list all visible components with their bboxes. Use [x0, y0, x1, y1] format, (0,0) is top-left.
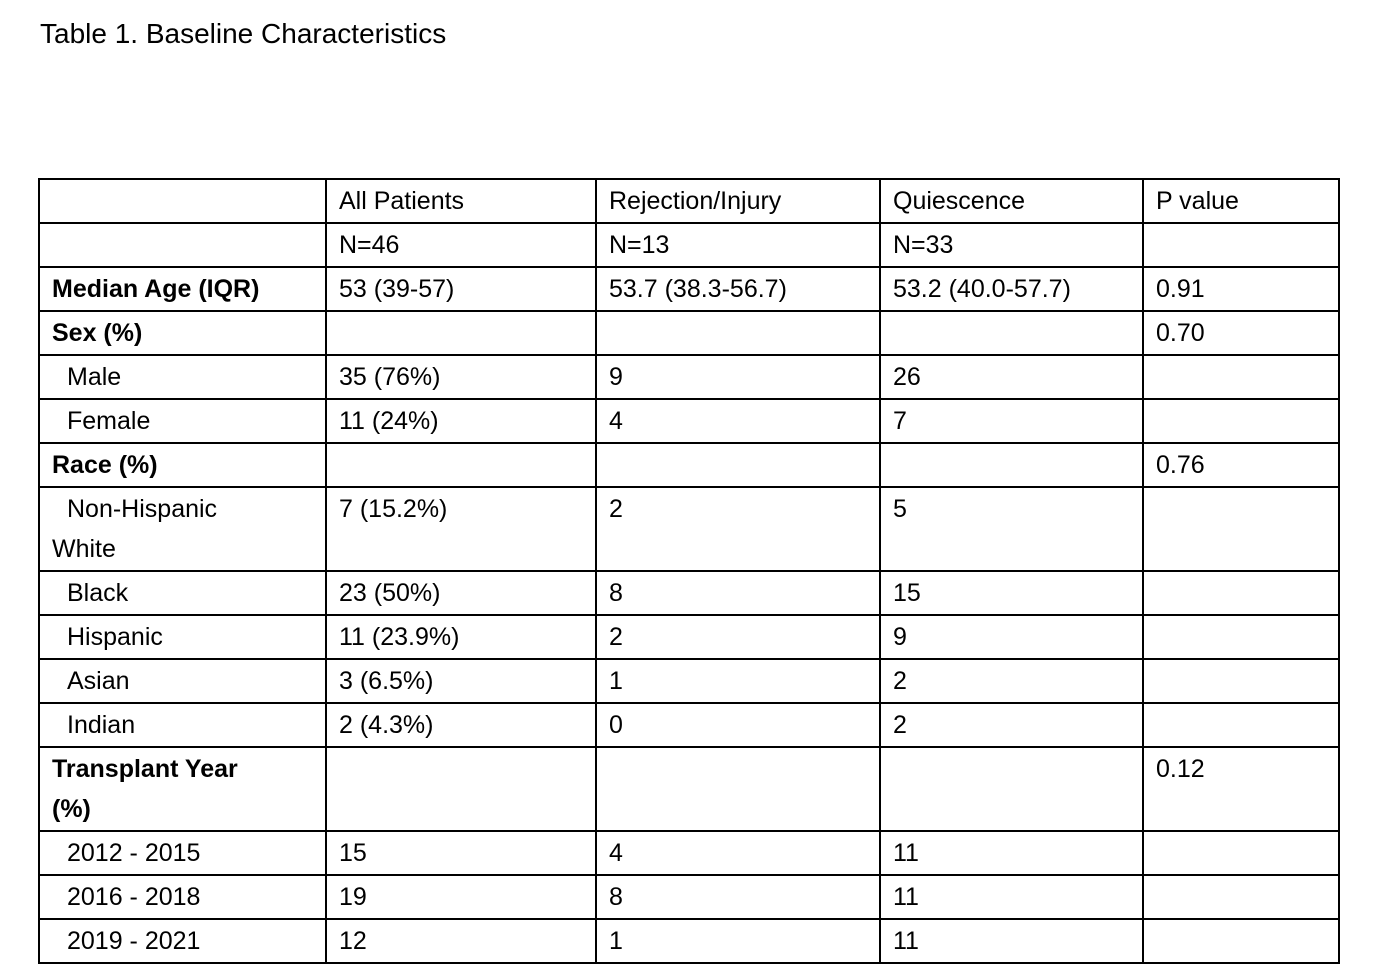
- cell-rejection-injury: [595, 442, 881, 488]
- cell-rejection-injury: 0: [595, 702, 881, 748]
- cell-p-value: [1142, 658, 1340, 704]
- row-label: 2019 - 2021: [38, 918, 327, 964]
- table-row: Median Age (IQR) 53 (39-57) 53.7 (38.3-5…: [38, 266, 1340, 312]
- cell-p-value: [1142, 830, 1340, 876]
- row-label: Race (%): [38, 442, 327, 488]
- cell-all-patients: 12: [325, 918, 597, 964]
- cell-p-value: 0.70: [1142, 310, 1340, 356]
- cell-all-patients: 7 (15.2%): [325, 486, 597, 572]
- row-label: Black: [38, 570, 327, 616]
- subheader-n-quiescence: N=33: [879, 222, 1144, 268]
- cell-rejection-injury: 1: [595, 918, 881, 964]
- cell-rejection-injury: [595, 746, 881, 832]
- cell-all-patients: 15: [325, 830, 597, 876]
- cell-rejection-injury: 8: [595, 874, 881, 920]
- cell-quiescence: 7: [879, 398, 1144, 444]
- cell-p-value: 0.91: [1142, 266, 1340, 312]
- row-label: Transplant Year (%): [38, 746, 327, 832]
- table-header-row: All Patients Rejection/Injury Quiescence…: [38, 178, 1340, 224]
- table-title: Table 1. Baseline Characteristics: [40, 18, 447, 49]
- row-label: 2016 - 2018: [38, 874, 327, 920]
- row-label: Female: [38, 398, 327, 444]
- header-rejection-injury: Rejection/Injury: [595, 178, 881, 224]
- header-quiescence: Quiescence: [879, 178, 1144, 224]
- subheader-blank-p: [1142, 222, 1340, 268]
- cell-all-patients: 19: [325, 874, 597, 920]
- cell-all-patients: [325, 442, 597, 488]
- cell-rejection-injury: 9: [595, 354, 881, 400]
- cell-all-patients: [325, 746, 597, 832]
- cell-rejection-injury: 8: [595, 570, 881, 616]
- cell-all-patients: 35 (76%): [325, 354, 597, 400]
- cell-p-value: [1142, 702, 1340, 748]
- table-row: Sex (%) 0.70: [38, 310, 1340, 356]
- subheader-n-rejection: N=13: [595, 222, 881, 268]
- row-label: Hispanic: [38, 614, 327, 660]
- cell-rejection-injury: 53.7 (38.3-56.7): [595, 266, 881, 312]
- cell-p-value: [1142, 874, 1340, 920]
- cell-p-value: [1142, 918, 1340, 964]
- row-label: Median Age (IQR): [38, 266, 327, 312]
- subheader-n-all: N=46: [325, 222, 597, 268]
- cell-all-patients: 2 (4.3%): [325, 702, 597, 748]
- cell-p-value: [1142, 398, 1340, 444]
- row-label: Indian: [38, 702, 327, 748]
- cell-rejection-injury: 2: [595, 614, 881, 660]
- cell-rejection-injury: 4: [595, 830, 881, 876]
- table-row: Black 23 (50%) 8 15: [38, 570, 1340, 616]
- table-row: Indian 2 (4.3%) 0 2: [38, 702, 1340, 748]
- cell-quiescence: 53.2 (40.0-57.7): [879, 266, 1144, 312]
- cell-all-patients: 23 (50%): [325, 570, 597, 616]
- row-label: Male: [38, 354, 327, 400]
- table-row: Male 35 (76%) 9 26: [38, 354, 1340, 400]
- cell-all-patients: 11 (24%): [325, 398, 597, 444]
- cell-rejection-injury: 1: [595, 658, 881, 704]
- table-row: Non-Hispanic White 7 (15.2%) 2 5: [38, 486, 1340, 572]
- cell-p-value: 0.12: [1142, 746, 1340, 832]
- cell-quiescence: 2: [879, 702, 1144, 748]
- table-row: 2016 - 2018 19 8 11: [38, 874, 1340, 920]
- cell-quiescence: 9: [879, 614, 1144, 660]
- cell-quiescence: [879, 746, 1144, 832]
- header-all-patients: All Patients: [325, 178, 597, 224]
- row-label: 2012 - 2015: [38, 830, 327, 876]
- cell-quiescence: 11: [879, 830, 1144, 876]
- cell-rejection-injury: [595, 310, 881, 356]
- cell-p-value: [1142, 614, 1340, 660]
- cell-quiescence: 11: [879, 918, 1144, 964]
- cell-p-value: 0.76: [1142, 442, 1340, 488]
- cell-quiescence: 26: [879, 354, 1144, 400]
- table-row: 2012 - 2015 15 4 11: [38, 830, 1340, 876]
- cell-p-value: [1142, 486, 1340, 572]
- row-label: Sex (%): [38, 310, 327, 356]
- cell-quiescence: 5: [879, 486, 1144, 572]
- cell-quiescence: 11: [879, 874, 1144, 920]
- row-label: Asian: [38, 658, 327, 704]
- row-label: Non-Hispanic White: [38, 486, 327, 572]
- table-row: Race (%) 0.76: [38, 442, 1340, 488]
- table-row: Hispanic 11 (23.9%) 2 9: [38, 614, 1340, 660]
- cell-quiescence: 15: [879, 570, 1144, 616]
- cell-all-patients: 53 (39-57): [325, 266, 597, 312]
- baseline-characteristics-table: All Patients Rejection/Injury Quiescence…: [38, 178, 1340, 964]
- table-subheader-row: N=46 N=13 N=33: [38, 222, 1340, 268]
- cell-all-patients: 11 (23.9%): [325, 614, 597, 660]
- table-row: Asian 3 (6.5%) 1 2: [38, 658, 1340, 704]
- header-p-value: P value: [1142, 178, 1340, 224]
- cell-all-patients: [325, 310, 597, 356]
- cell-quiescence: [879, 310, 1144, 356]
- table-row: 2019 - 2021 12 1 11: [38, 918, 1340, 964]
- cell-p-value: [1142, 570, 1340, 616]
- subheader-blank-cell: [38, 222, 327, 268]
- cell-quiescence: 2: [879, 658, 1144, 704]
- cell-p-value: [1142, 354, 1340, 400]
- cell-rejection-injury: 4: [595, 398, 881, 444]
- table-row: Female 11 (24%) 4 7: [38, 398, 1340, 444]
- cell-all-patients: 3 (6.5%): [325, 658, 597, 704]
- table-row: Transplant Year (%) 0.12: [38, 746, 1340, 832]
- cell-rejection-injury: 2: [595, 486, 881, 572]
- cell-quiescence: [879, 442, 1144, 488]
- header-blank-cell: [38, 178, 327, 224]
